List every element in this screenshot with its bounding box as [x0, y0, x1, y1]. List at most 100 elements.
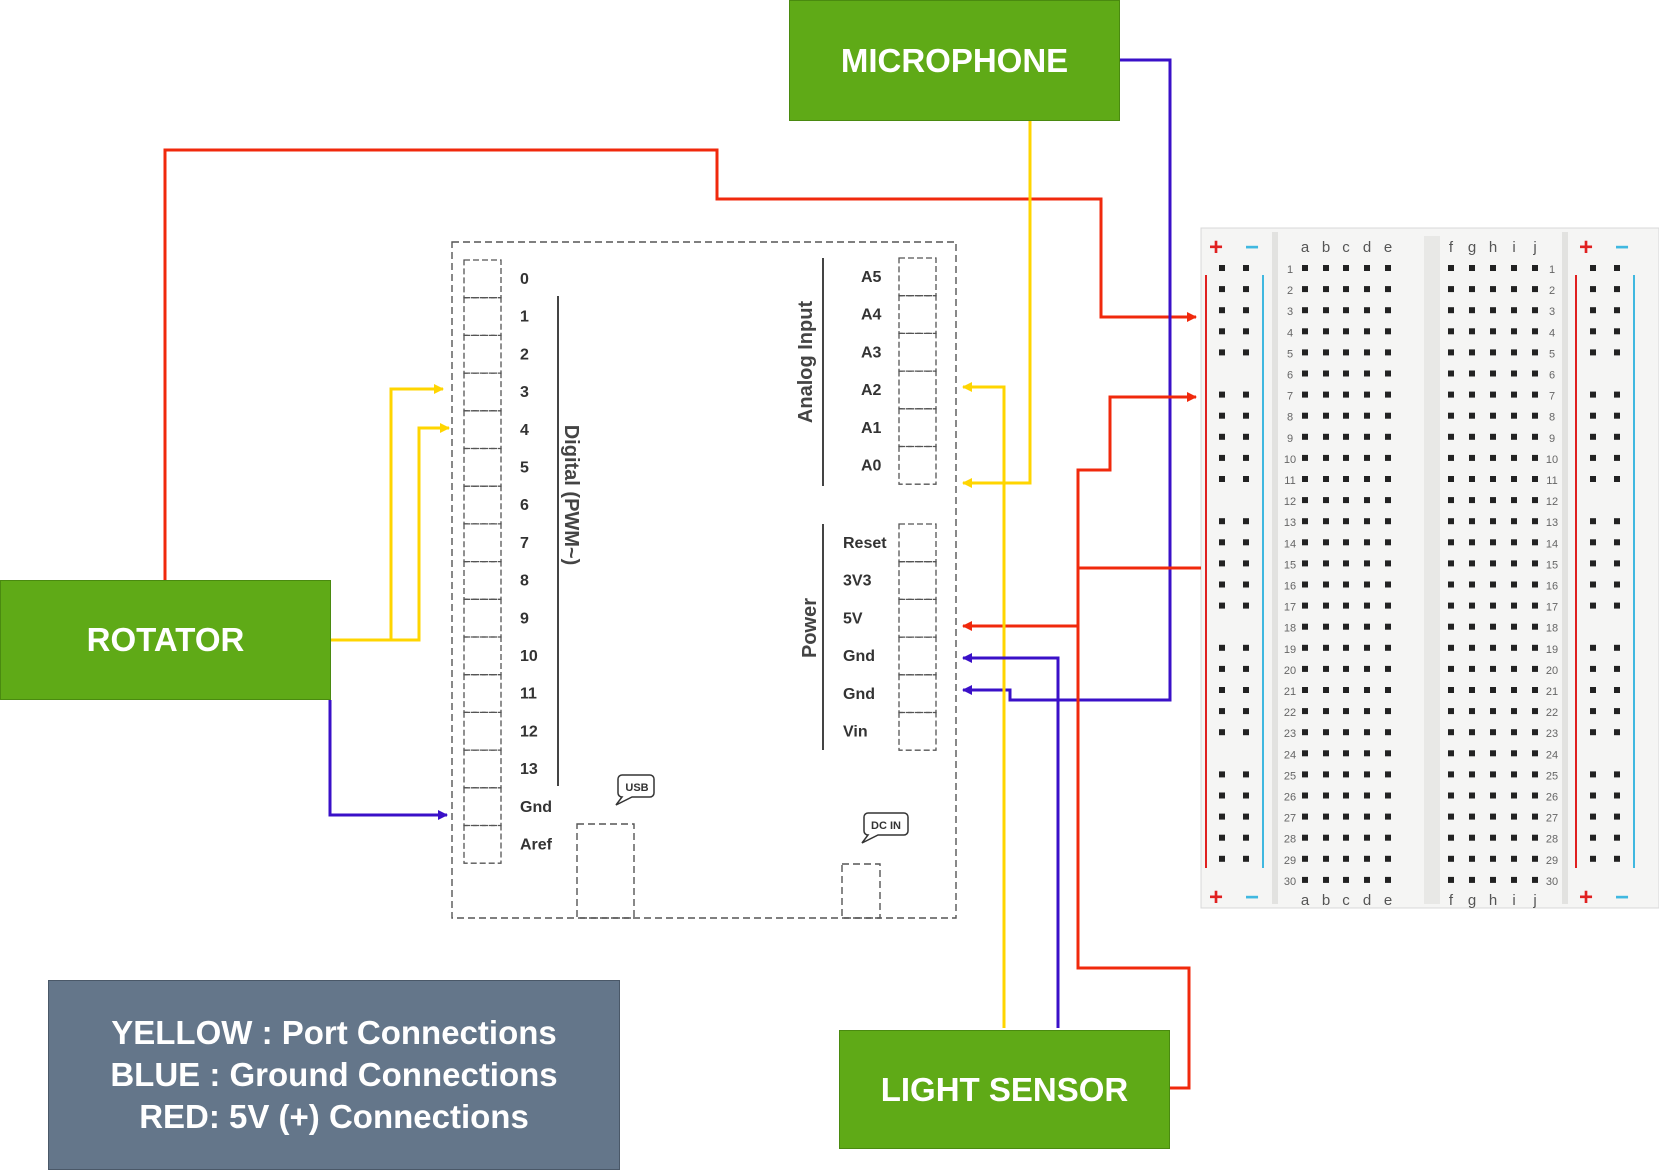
breadboard-hole: [1469, 623, 1475, 630]
breadboard-hole: [1532, 307, 1538, 314]
breadboard-hole: [1532, 539, 1538, 546]
breadboard-hole: [1490, 370, 1496, 377]
analog-pin-label: A2: [861, 382, 882, 399]
column-letter: b: [1322, 892, 1330, 909]
breadboard-hole: [1448, 813, 1454, 820]
breadboard-hole: [1532, 454, 1538, 461]
breadboard-hole: [1323, 771, 1329, 778]
breadboard-hole: [1385, 412, 1391, 419]
breadboard-hole: [1469, 644, 1475, 651]
breadboard-hole: [1532, 433, 1538, 440]
breadboard-hole: [1469, 497, 1475, 504]
breadboard-hole: [1343, 644, 1349, 651]
row-number: 9: [1549, 433, 1555, 445]
row-number: 21: [1284, 686, 1296, 698]
breadboard-hole: [1364, 644, 1370, 651]
power-pin-slot: [898, 561, 937, 601]
analog-header: A5 A4 A3 A2 A1 A0: [861, 257, 937, 485]
row-number: 20: [1284, 665, 1296, 677]
column-letter: a: [1301, 239, 1310, 256]
breadboard-hole: [1302, 623, 1308, 630]
minus-icon: −: [1615, 884, 1629, 911]
breadboard-hole: [1343, 412, 1349, 419]
rail-hole: [1614, 391, 1620, 398]
breadboard-hole: [1448, 412, 1454, 419]
rail-hole: [1219, 729, 1225, 736]
breadboard-hole: [1385, 539, 1391, 546]
breadboard-hole: [1448, 750, 1454, 757]
row-number: 20: [1546, 665, 1558, 677]
rail-hole: [1614, 665, 1620, 672]
column-letter: f: [1449, 892, 1454, 909]
breadboard-hole: [1490, 286, 1496, 293]
breadboard-hole: [1364, 307, 1370, 314]
row-number: 19: [1284, 644, 1296, 656]
breadboard-hole: [1364, 349, 1370, 356]
row-number: 3: [1287, 306, 1293, 318]
breadboard-hole: [1302, 834, 1308, 841]
breadboard-hole: [1448, 623, 1454, 630]
breadboard-hole: [1490, 560, 1496, 567]
digital-pin-slot: [463, 560, 502, 600]
row-number: 27: [1284, 813, 1296, 825]
digital-pin-label: 7: [520, 535, 529, 552]
breadboard-hole: [1511, 370, 1517, 377]
breadboard-hole: [1323, 518, 1329, 525]
breadboard-hole: [1490, 265, 1496, 271]
minus-icon: −: [1245, 234, 1259, 261]
breadboard-hole: [1469, 370, 1475, 377]
row-number: 15: [1284, 559, 1296, 571]
breadboard-hole: [1469, 349, 1475, 356]
breadboard-hole: [1343, 813, 1349, 820]
breadboard-hole: [1511, 328, 1517, 335]
row-number: 29: [1546, 855, 1558, 867]
breadboard-hole: [1385, 286, 1391, 293]
breadboard-hole: [1448, 391, 1454, 398]
analog-pin-label: A5: [861, 269, 882, 286]
rail-hole: [1219, 412, 1225, 419]
breadboard-hole: [1343, 349, 1349, 356]
column-letter: e: [1384, 892, 1392, 909]
row-number: 28: [1546, 834, 1558, 846]
digital-pin-label: 12: [520, 723, 538, 740]
breadboard-hole: [1490, 391, 1496, 398]
column-letter: g: [1468, 239, 1476, 256]
breadboard-hole: [1511, 391, 1517, 398]
breadboard-hole: [1385, 328, 1391, 335]
breadboard-hole: [1490, 497, 1496, 504]
breadboard-hole: [1490, 412, 1496, 419]
rail-hole: [1614, 855, 1620, 862]
breadboard-hole: [1385, 560, 1391, 567]
column-letter: i: [1512, 892, 1515, 909]
breadboard-hole: [1323, 687, 1329, 693]
wire-blue-rotator-gnd: [328, 700, 448, 820]
wire-yellow-light-sensor-a2: [962, 382, 1006, 1028]
breadboard-hole: [1469, 328, 1475, 335]
breadboard-hole: [1302, 265, 1308, 271]
breadboard-hole: [1364, 623, 1370, 630]
rail-hole: [1243, 792, 1249, 799]
column-letter: j: [1532, 239, 1536, 256]
rail-hole: [1614, 265, 1620, 271]
rail-hole: [1219, 644, 1225, 651]
row-number: 8: [1549, 412, 1555, 424]
breadboard-hole: [1385, 518, 1391, 525]
row-number: 15: [1546, 559, 1558, 571]
breadboard-hole: [1343, 665, 1349, 672]
breadboard-hole: [1343, 687, 1349, 693]
breadboard-hole: [1364, 876, 1370, 883]
breadboard-hole: [1511, 265, 1517, 271]
breadboard-hole: [1469, 581, 1475, 588]
breadboard-hole: [1469, 391, 1475, 398]
row-number: 23: [1546, 728, 1558, 740]
row-number: 22: [1546, 707, 1558, 719]
breadboard-hole: [1448, 539, 1454, 546]
breadboard-hole: [1490, 729, 1496, 736]
breadboard-hole: [1490, 581, 1496, 588]
power-pin-label: Vin: [843, 724, 868, 741]
breadboard-hole: [1323, 265, 1329, 271]
breadboard-hole: [1469, 476, 1475, 482]
breadboard-hole: [1469, 307, 1475, 314]
digital-pin-label: Aref: [520, 837, 553, 854]
